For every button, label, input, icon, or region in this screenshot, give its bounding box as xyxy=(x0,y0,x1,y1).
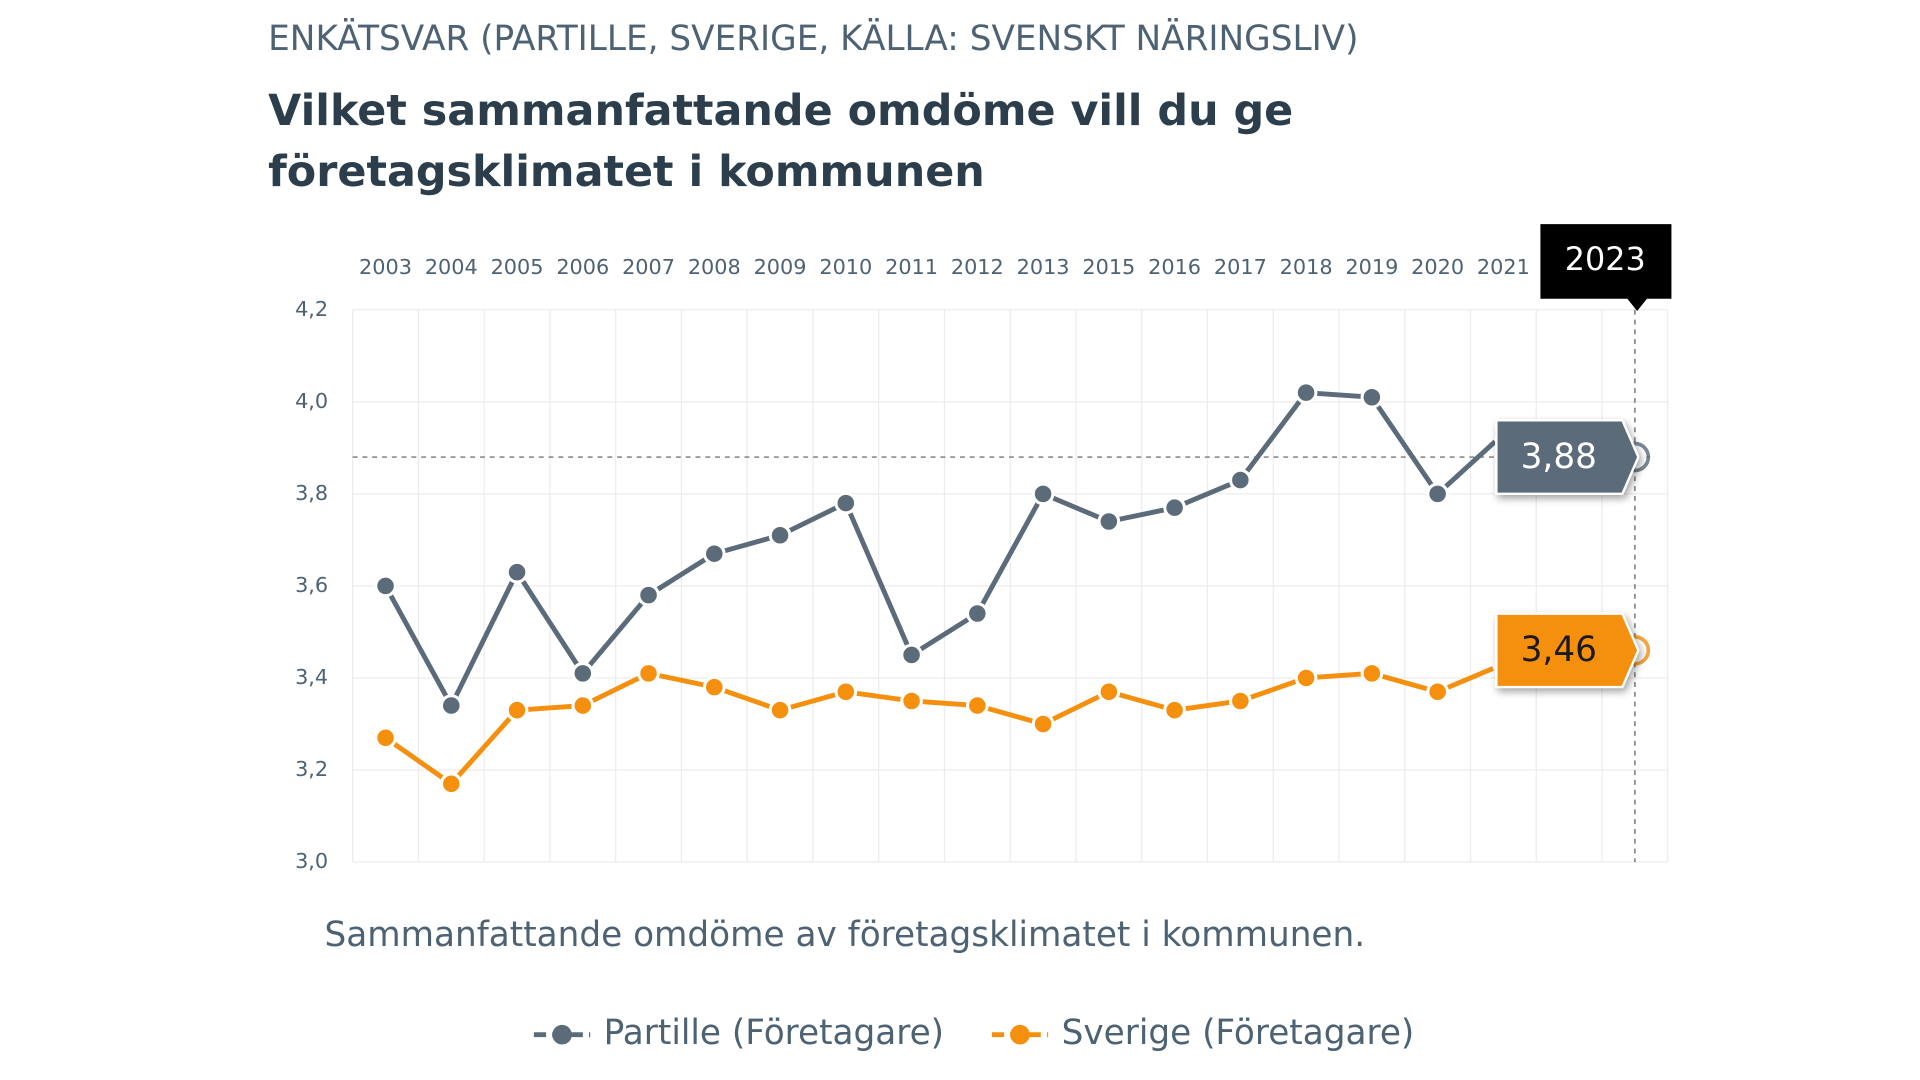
point xyxy=(1294,381,1318,404)
chart-title: Vilket sammanfattande omdöme vill du ge … xyxy=(268,86,1294,198)
point xyxy=(702,675,726,699)
point xyxy=(439,694,463,717)
x-tick-label: 2007 xyxy=(622,255,675,279)
point xyxy=(1360,662,1384,685)
point xyxy=(439,772,463,796)
y-tick-label: 3,2 xyxy=(295,757,328,781)
x-tick-label: 2018 xyxy=(1280,255,1333,279)
tooltip-value: 3,46 xyxy=(1521,630,1597,670)
x-tick-label: 2020 xyxy=(1411,255,1464,279)
point xyxy=(1031,712,1055,736)
legend-label[interactable]: Sverige (Företagare) xyxy=(1062,1013,1415,1053)
x-tick-label: 2004 xyxy=(425,255,478,279)
point xyxy=(768,698,792,722)
x-tick-label: 2017 xyxy=(1214,255,1267,279)
x-tick-label: 2013 xyxy=(1017,255,1070,279)
point xyxy=(1360,385,1384,409)
point xyxy=(374,574,397,598)
point xyxy=(1163,698,1186,722)
x-tick-label: 2006 xyxy=(556,255,609,279)
x-tick-label: 2019 xyxy=(1345,255,1398,279)
point xyxy=(505,560,529,584)
point xyxy=(834,680,858,704)
series-line xyxy=(383,390,1636,709)
x-tick-label: 2016 xyxy=(1148,255,1201,279)
tooltip-value: 3,88 xyxy=(1521,437,1597,477)
x-tick-label: 2008 xyxy=(688,255,741,279)
legend-label[interactable]: Partille (Företagare) xyxy=(604,1013,944,1053)
point xyxy=(1097,680,1121,704)
x-tick-label: 2005 xyxy=(491,255,544,279)
x-tick-label: 2012 xyxy=(951,255,1004,279)
point xyxy=(1426,482,1449,506)
x-tick-label: 2011 xyxy=(885,255,938,279)
point xyxy=(571,694,595,717)
point xyxy=(702,542,726,566)
tooltip-box xyxy=(1495,612,1640,689)
point xyxy=(571,662,595,685)
category-tooltip-label: 2023 xyxy=(1565,240,1646,278)
point xyxy=(1097,510,1121,533)
point xyxy=(1229,468,1252,492)
point xyxy=(966,602,989,625)
point xyxy=(505,698,529,722)
point xyxy=(1294,666,1318,690)
point xyxy=(966,694,989,717)
x-tick-label: 2021 xyxy=(1477,255,1530,279)
point xyxy=(834,491,858,515)
legend-swatch-point xyxy=(552,1024,572,1045)
point xyxy=(1163,496,1186,520)
category-tooltip-box xyxy=(1540,224,1672,312)
series-line xyxy=(384,647,1636,787)
y-tick-label: 4,2 xyxy=(295,297,328,321)
point xyxy=(637,662,660,685)
x-tick-label: 2003 xyxy=(359,255,412,279)
title-box: Vilket sammanfattande omdöme vill du ge … xyxy=(268,86,1294,198)
legend-swatch-point xyxy=(1010,1024,1030,1045)
point xyxy=(1426,680,1449,704)
point xyxy=(900,643,923,667)
y-tick-label: 3,0 xyxy=(295,849,328,873)
y-tick-label: 3,4 xyxy=(295,665,328,689)
point xyxy=(900,689,923,713)
tooltip-box xyxy=(1495,419,1640,496)
y-tick-label: 3,6 xyxy=(295,573,328,597)
point xyxy=(374,726,397,750)
caption: Sammanfattande omdöme av företagsklimate… xyxy=(324,915,1365,955)
x-tick-label: 2009 xyxy=(754,255,807,279)
x-tick-label: 2015 xyxy=(1082,255,1135,279)
point xyxy=(768,523,792,547)
point xyxy=(1229,689,1252,713)
y-tick-label: 4,0 xyxy=(295,389,328,413)
supertitle: ENKÄTSVAR (PARTILLE, SVERIGE, KÄLLA: SVE… xyxy=(268,19,1358,59)
tooltip: 3,46 xyxy=(1495,612,1640,689)
point xyxy=(637,583,660,607)
x-tick-label: 2010 xyxy=(819,255,872,279)
y-tick-label: 3,8 xyxy=(295,481,328,505)
tooltip: 3,88 xyxy=(1495,419,1640,496)
point xyxy=(1031,482,1055,506)
